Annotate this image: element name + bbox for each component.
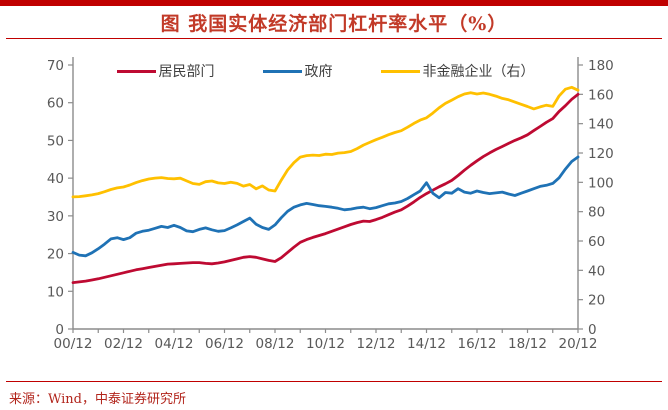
top-red-bar	[0, 0, 668, 6]
svg-text:60: 60	[47, 96, 64, 112]
svg-text:100: 100	[588, 175, 614, 191]
svg-text:04/12: 04/12	[155, 336, 194, 352]
svg-text:10: 10	[47, 284, 64, 300]
svg-text:08/12: 08/12	[256, 336, 295, 352]
svg-text:10/12: 10/12	[306, 336, 345, 352]
source-divider	[6, 381, 662, 382]
svg-text:20/12: 20/12	[559, 336, 598, 352]
legend-item-nonfinancial: 非金融企业（右）	[380, 61, 535, 81]
svg-text:180: 180	[588, 58, 614, 74]
title-divider	[6, 38, 662, 39]
nonfinancial-line-swatch	[380, 69, 420, 73]
svg-text:120: 120	[588, 146, 614, 162]
households-line-swatch	[116, 69, 156, 73]
svg-text:70: 70	[47, 58, 64, 74]
svg-text:40: 40	[588, 263, 605, 279]
svg-text:12/12: 12/12	[357, 336, 396, 352]
svg-text:50: 50	[47, 133, 64, 149]
svg-text:0: 0	[55, 322, 64, 338]
svg-text:40: 40	[47, 171, 64, 187]
legend-label: 政府	[304, 64, 333, 80]
svg-text:160: 160	[588, 87, 614, 103]
svg-text:140: 140	[588, 117, 614, 133]
svg-text:20: 20	[47, 247, 64, 263]
legend-item-government: 政府	[262, 61, 333, 81]
svg-text:14/12: 14/12	[407, 336, 446, 352]
source-note: 来源：Wind，中泰证券研究所	[9, 392, 186, 407]
svg-text:60: 60	[588, 234, 605, 250]
legend-label: 居民部门	[158, 64, 215, 80]
svg-text:80: 80	[588, 205, 605, 221]
chart-legend: 居民部门 政府 非金融企业（右）	[73, 61, 578, 81]
svg-text:18/12: 18/12	[508, 336, 547, 352]
svg-text:06/12: 06/12	[205, 336, 244, 352]
svg-text:00/12: 00/12	[54, 336, 93, 352]
legend-item-households: 居民部门	[116, 61, 215, 81]
svg-text:02/12: 02/12	[104, 336, 143, 352]
svg-text:30: 30	[47, 209, 64, 225]
legend-label: 非金融企业（右）	[422, 64, 535, 80]
svg-text:16/12: 16/12	[458, 336, 497, 352]
figure-title: 图 我国实体经济部门杠杆率水平（%）	[160, 13, 508, 35]
government-line-swatch	[262, 69, 302, 73]
svg-text:0: 0	[588, 322, 597, 338]
svg-text:20: 20	[588, 293, 605, 309]
